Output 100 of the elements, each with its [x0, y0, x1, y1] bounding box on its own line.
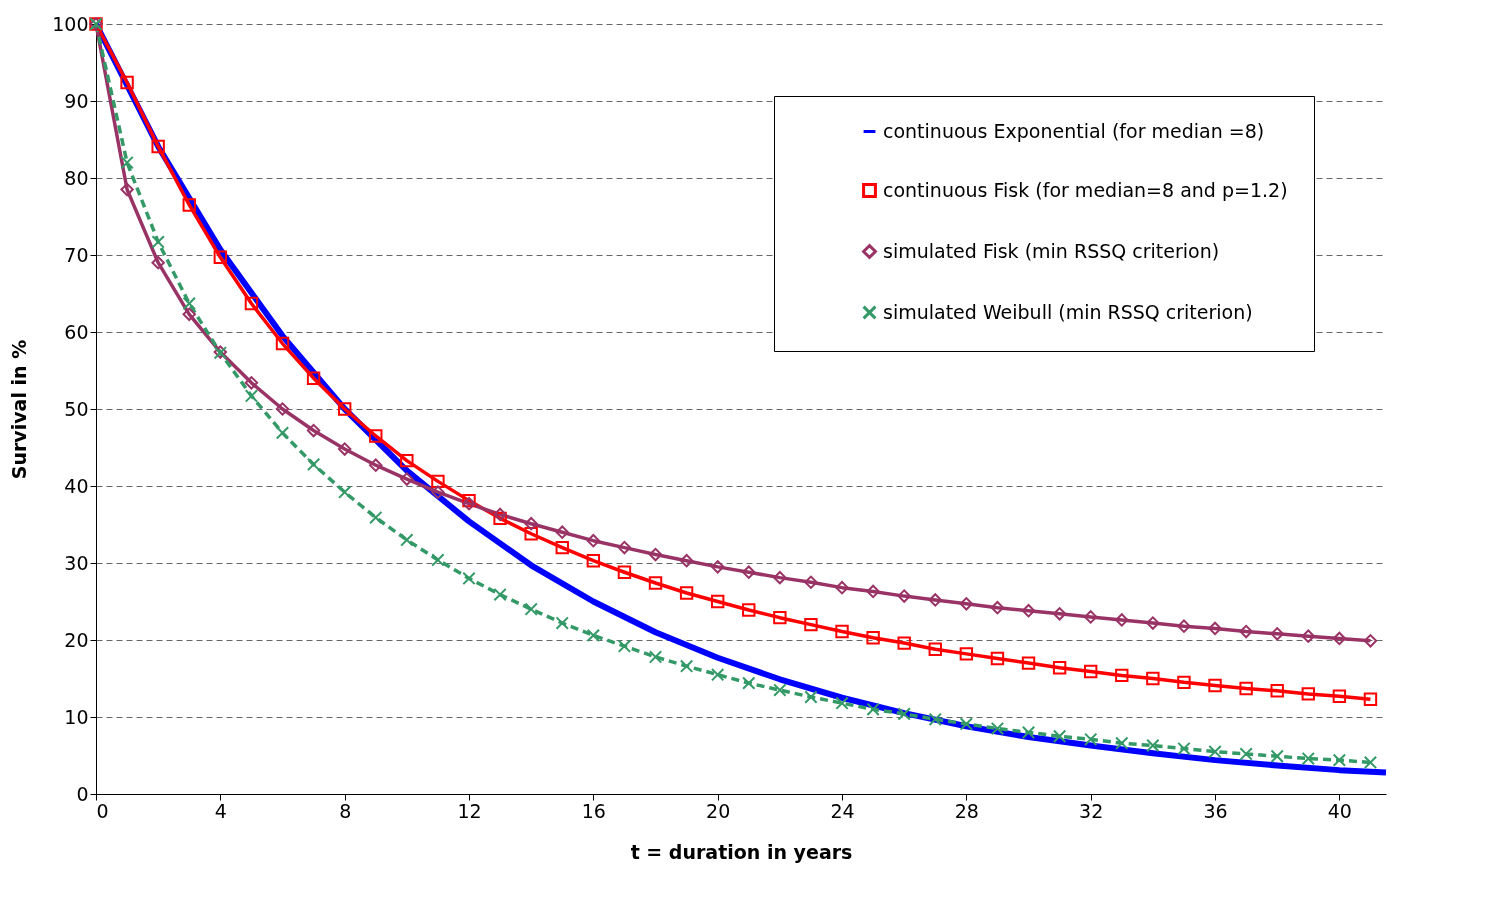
x-tick-label: 40	[1327, 799, 1352, 822]
point	[182, 307, 196, 321]
point	[1115, 736, 1129, 750]
point	[1332, 753, 1347, 767]
point	[493, 511, 507, 526]
point	[617, 540, 632, 555]
point	[275, 336, 290, 351]
point	[959, 647, 974, 661]
point	[959, 597, 974, 611]
point	[1270, 749, 1284, 763]
point	[1239, 747, 1253, 761]
point	[617, 639, 632, 653]
y-tick-label: 0	[76, 782, 89, 805]
point	[1084, 732, 1098, 747]
y-tick-label: 50	[64, 397, 89, 420]
point	[1052, 661, 1067, 675]
point	[586, 628, 601, 643]
x-axis-title: t = duration in years	[630, 840, 853, 863]
point	[151, 235, 165, 249]
point	[337, 485, 352, 499]
point	[1146, 671, 1160, 686]
point	[306, 423, 321, 438]
point	[679, 553, 694, 568]
point	[1052, 729, 1067, 743]
point	[1177, 741, 1191, 756]
point	[1146, 616, 1160, 630]
point	[120, 182, 134, 197]
point	[120, 75, 134, 90]
point	[213, 250, 228, 265]
point	[1301, 687, 1315, 701]
y-tick-label: 10	[64, 705, 89, 728]
point	[804, 690, 818, 704]
point	[1301, 629, 1315, 643]
point	[1115, 613, 1129, 627]
point	[617, 565, 632, 579]
point	[1115, 668, 1129, 683]
point	[710, 667, 725, 682]
point	[866, 584, 880, 599]
x-tick-label: 24	[830, 799, 855, 822]
legend-label: simulated Fisk (min RSSQ criterion)	[883, 239, 1220, 262]
point	[897, 707, 911, 721]
point	[244, 376, 259, 390]
point	[742, 676, 756, 690]
point	[493, 507, 507, 522]
point	[369, 458, 383, 472]
x-tick-label: 0	[96, 799, 109, 822]
point	[1021, 725, 1036, 740]
point	[586, 553, 601, 568]
y-tick-label: 40	[64, 474, 89, 497]
point	[151, 139, 165, 154]
point	[742, 603, 756, 617]
point	[369, 510, 383, 525]
point	[151, 256, 165, 270]
point	[928, 712, 942, 727]
point	[369, 429, 383, 443]
legend-label: continuous Exponential (for median =8)	[883, 119, 1265, 142]
point	[182, 198, 196, 212]
point	[400, 533, 414, 547]
point	[1363, 692, 1378, 706]
point	[400, 472, 414, 486]
y-tick-label: 90	[64, 89, 89, 112]
point	[400, 453, 414, 468]
x-tick-label: 32	[1079, 799, 1104, 822]
point	[1177, 619, 1191, 633]
x-tick-label: 12	[457, 799, 482, 822]
point	[1332, 631, 1347, 646]
point	[679, 586, 694, 600]
point	[959, 717, 974, 731]
point	[897, 636, 911, 650]
point	[462, 497, 476, 511]
point	[679, 659, 694, 673]
point	[773, 683, 787, 697]
point	[1021, 604, 1036, 618]
point	[1177, 675, 1191, 690]
point	[928, 642, 942, 656]
x-tick-label: 4	[214, 799, 227, 822]
legend-label: continuous Fisk (for median=8 and p=1.2)	[883, 178, 1288, 201]
y-tick-label: 80	[64, 166, 89, 189]
point	[773, 610, 787, 625]
y-tick-label: 20	[64, 628, 89, 651]
point	[928, 593, 942, 607]
point	[462, 571, 476, 586]
point	[990, 600, 1005, 615]
point	[555, 525, 569, 539]
point	[524, 517, 538, 531]
x-tick-label: 20	[706, 799, 731, 822]
point	[431, 485, 445, 499]
legend-label: simulated Weibull (min RSSQ criterion)	[883, 300, 1253, 323]
point	[244, 389, 259, 403]
point	[555, 540, 569, 555]
point	[1332, 689, 1347, 703]
point	[1239, 681, 1253, 696]
point	[244, 296, 259, 311]
point	[1208, 678, 1222, 693]
y-tick-label: 60	[64, 320, 89, 343]
x-tick-label: 16	[581, 799, 606, 822]
point	[1084, 664, 1098, 679]
y-axis-title: Survival in %	[8, 339, 31, 480]
point	[1084, 610, 1098, 624]
point	[773, 570, 787, 585]
